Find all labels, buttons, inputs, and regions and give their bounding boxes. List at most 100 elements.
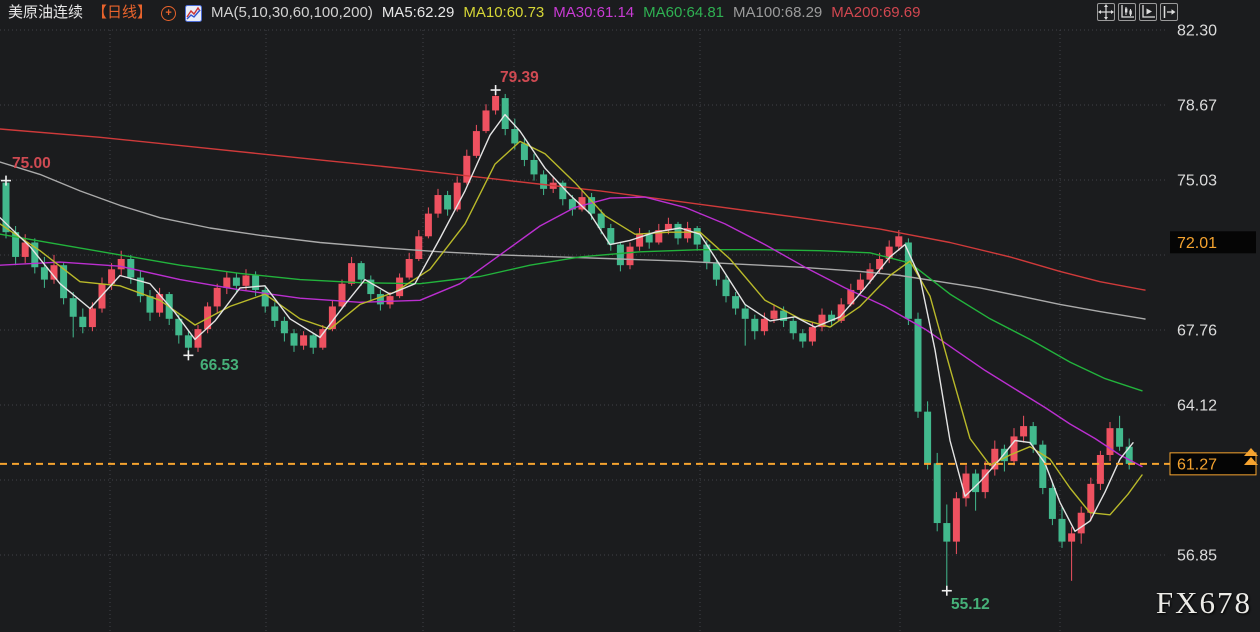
candle-body	[943, 523, 951, 542]
candle-body	[520, 143, 528, 160]
candle-body	[866, 269, 874, 280]
ma-line-ma100	[0, 161, 1146, 320]
candle-body	[578, 197, 586, 210]
candle-body	[818, 314, 826, 328]
price-arrow-icon[interactable]	[1244, 457, 1258, 465]
candle-body	[616, 244, 624, 266]
y-axis-tick-label: 56.85	[1177, 548, 1217, 565]
candle-body	[136, 277, 144, 297]
candle-body	[290, 333, 298, 346]
candle-body	[271, 306, 279, 321]
candle-body	[309, 335, 317, 348]
price-annotation: 66.53	[200, 357, 239, 374]
candle-body	[712, 263, 720, 280]
candle-body	[828, 314, 836, 321]
y-axis-tick-label: 75.03	[1177, 172, 1217, 189]
ma-line-ma30	[0, 196, 1143, 468]
ma10-value: MA10:60.73	[463, 4, 545, 21]
move-crosshair-icon[interactable]	[1097, 3, 1115, 21]
candle-body	[88, 308, 96, 328]
candle-body	[108, 269, 116, 284]
candle-body	[463, 155, 471, 183]
ma-line-ma200	[0, 128, 1146, 291]
pan-right-icon[interactable]	[1160, 3, 1178, 21]
candle-body	[703, 244, 711, 264]
candle-body	[156, 294, 164, 313]
axis-candles-icon[interactable]	[1118, 3, 1136, 21]
y-axis-tick-label: 67.76	[1177, 322, 1217, 339]
candle-body	[232, 277, 240, 286]
candle-body	[1020, 426, 1028, 437]
circle-plus-icon[interactable]	[161, 5, 177, 21]
y-axis-tick-label: 78.67	[1177, 97, 1217, 114]
candle-body	[693, 228, 701, 245]
candle-body	[597, 213, 605, 229]
candle-body	[280, 320, 288, 334]
candle-body	[1077, 512, 1085, 534]
candle-body	[1125, 446, 1133, 464]
candle-body	[885, 246, 893, 259]
axis-play-icon[interactable]	[1139, 3, 1157, 21]
candle-body	[21, 242, 29, 257]
candle-body	[386, 296, 394, 305]
candle-body	[751, 318, 759, 332]
candle-body	[588, 197, 596, 214]
ma100-value: MA100:68.29	[733, 4, 823, 21]
candle-body	[674, 223, 682, 239]
candle-body	[79, 316, 87, 328]
candle-body	[1000, 448, 1008, 462]
ma200-value: MA200:69.69	[831, 4, 921, 21]
candle-body	[213, 287, 221, 307]
previous-price-label: 72.01	[1177, 235, 1217, 252]
candle-body	[626, 246, 634, 266]
symbol-name: 美原油连续	[8, 4, 84, 21]
candle-body	[732, 296, 740, 309]
candle-body	[261, 289, 269, 307]
candle-body	[117, 258, 125, 270]
candle-body	[664, 223, 672, 231]
price-annotation: 79.39	[500, 69, 539, 86]
candle-body	[808, 327, 816, 342]
candle-body	[1087, 483, 1095, 513]
candle-body	[405, 258, 413, 278]
candle-body	[319, 329, 327, 348]
candle-body	[655, 230, 663, 243]
candle-body	[444, 195, 452, 210]
price-annotation: 75.00	[12, 155, 51, 172]
candle-body	[904, 242, 912, 319]
candle-body	[914, 318, 922, 412]
candle-body	[837, 304, 845, 321]
candle-body	[760, 318, 768, 332]
candle-body	[1029, 426, 1037, 445]
candle-body	[50, 265, 58, 280]
candle-body	[952, 498, 960, 542]
candle-body	[636, 234, 644, 247]
ma60-value: MA60:64.81	[643, 4, 725, 21]
period-label[interactable]: 【日线】	[92, 4, 153, 21]
candle-body	[559, 182, 567, 200]
kline-logo-icon[interactable]	[185, 4, 203, 22]
candle-body	[1068, 533, 1076, 542]
candle-body	[376, 294, 384, 305]
ma30-value: MA30:61.14	[553, 4, 635, 21]
candle-body	[1058, 518, 1066, 542]
candle-body	[338, 283, 346, 307]
chart-header: 美原油连续 【日线】 MA(5,10,30,60,100,200) MA5:62…	[8, 4, 921, 22]
candle-body	[424, 213, 432, 237]
candle-body	[12, 232, 20, 257]
candle-body	[492, 96, 500, 111]
candle-body	[482, 110, 490, 132]
candle-body	[741, 308, 749, 319]
candle-body	[895, 236, 903, 247]
ma-config-label: MA(5,10,30,60,100,200)	[211, 4, 373, 21]
candle-body	[348, 263, 356, 284]
candle-body	[511, 129, 519, 144]
candle-body	[722, 279, 730, 297]
y-axis-tick-label: 82.30	[1177, 23, 1217, 40]
price-arrow-icon[interactable]	[1244, 448, 1258, 456]
candle-body	[876, 258, 884, 270]
candle-body	[396, 277, 404, 297]
candle-body	[2, 182, 10, 233]
